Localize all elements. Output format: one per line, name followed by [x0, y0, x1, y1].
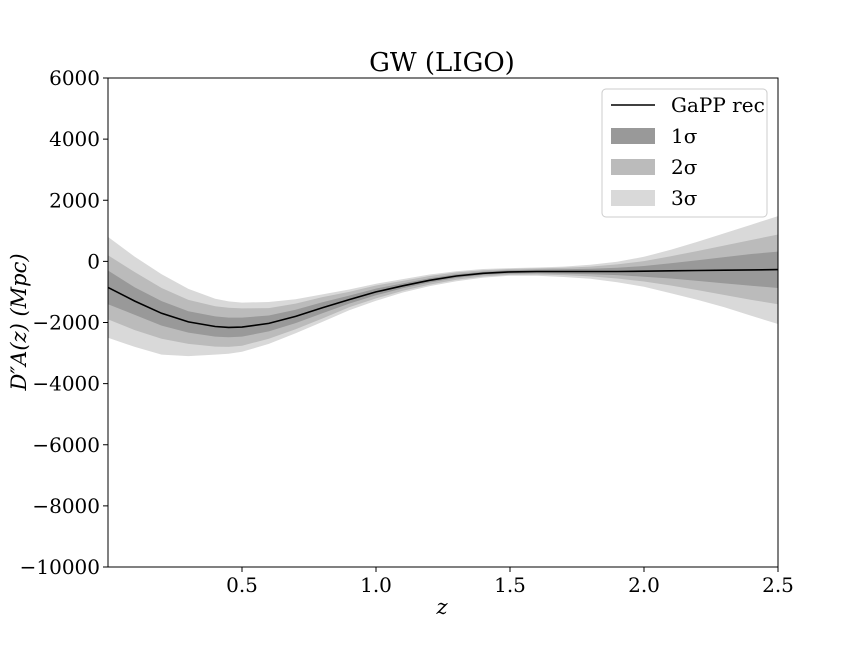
y-tick-label: 2000 [49, 188, 100, 212]
y-tick-label: 6000 [49, 66, 100, 90]
legend-label: 2σ [671, 155, 698, 179]
y-tick-label: −8000 [32, 494, 100, 518]
legend-box [601, 88, 768, 218]
y-tick-label: 0 [87, 249, 100, 273]
y-tick-label: −4000 [32, 372, 100, 396]
x-tick-label: 1.5 [494, 573, 526, 597]
y-tick-label: −6000 [32, 433, 100, 457]
x-tick-label: 1.0 [360, 573, 392, 597]
y-tick-label: −2000 [32, 311, 100, 335]
legend-label: GaPP rec [671, 93, 765, 117]
legend-swatch-patch [611, 190, 655, 206]
x-axis-label: z [435, 595, 448, 619]
legend-label: 3σ [671, 186, 698, 210]
legend-swatch-patch [611, 159, 655, 175]
legend: GaPP rec 1σ 2σ 3σ [601, 88, 768, 218]
y-axis-label: D″A(z) (Mpc) [7, 253, 31, 391]
ticks: 0.5 1.0 1.5 2.0 2.5 6000 4000 2000 0 −2000 −4000 −6… [20, 66, 794, 597]
y-tick-label: 4000 [49, 127, 100, 151]
x-tick-label: 2.0 [628, 573, 660, 597]
chart-title: GW (LIGO) [369, 48, 515, 78]
x-tick-label: 0.5 [226, 573, 258, 597]
legend-swatch-patch [611, 128, 655, 144]
x-tick-label: 2.5 [762, 573, 794, 597]
gapp-rec-line [107, 268, 779, 329]
sigma1-band [108, 251, 778, 338]
y-tick-label: −10000 [20, 555, 100, 579]
reconstruction-lines [107, 268, 779, 329]
legend-label: 1σ [671, 124, 698, 148]
confidence-bands [108, 216, 778, 357]
